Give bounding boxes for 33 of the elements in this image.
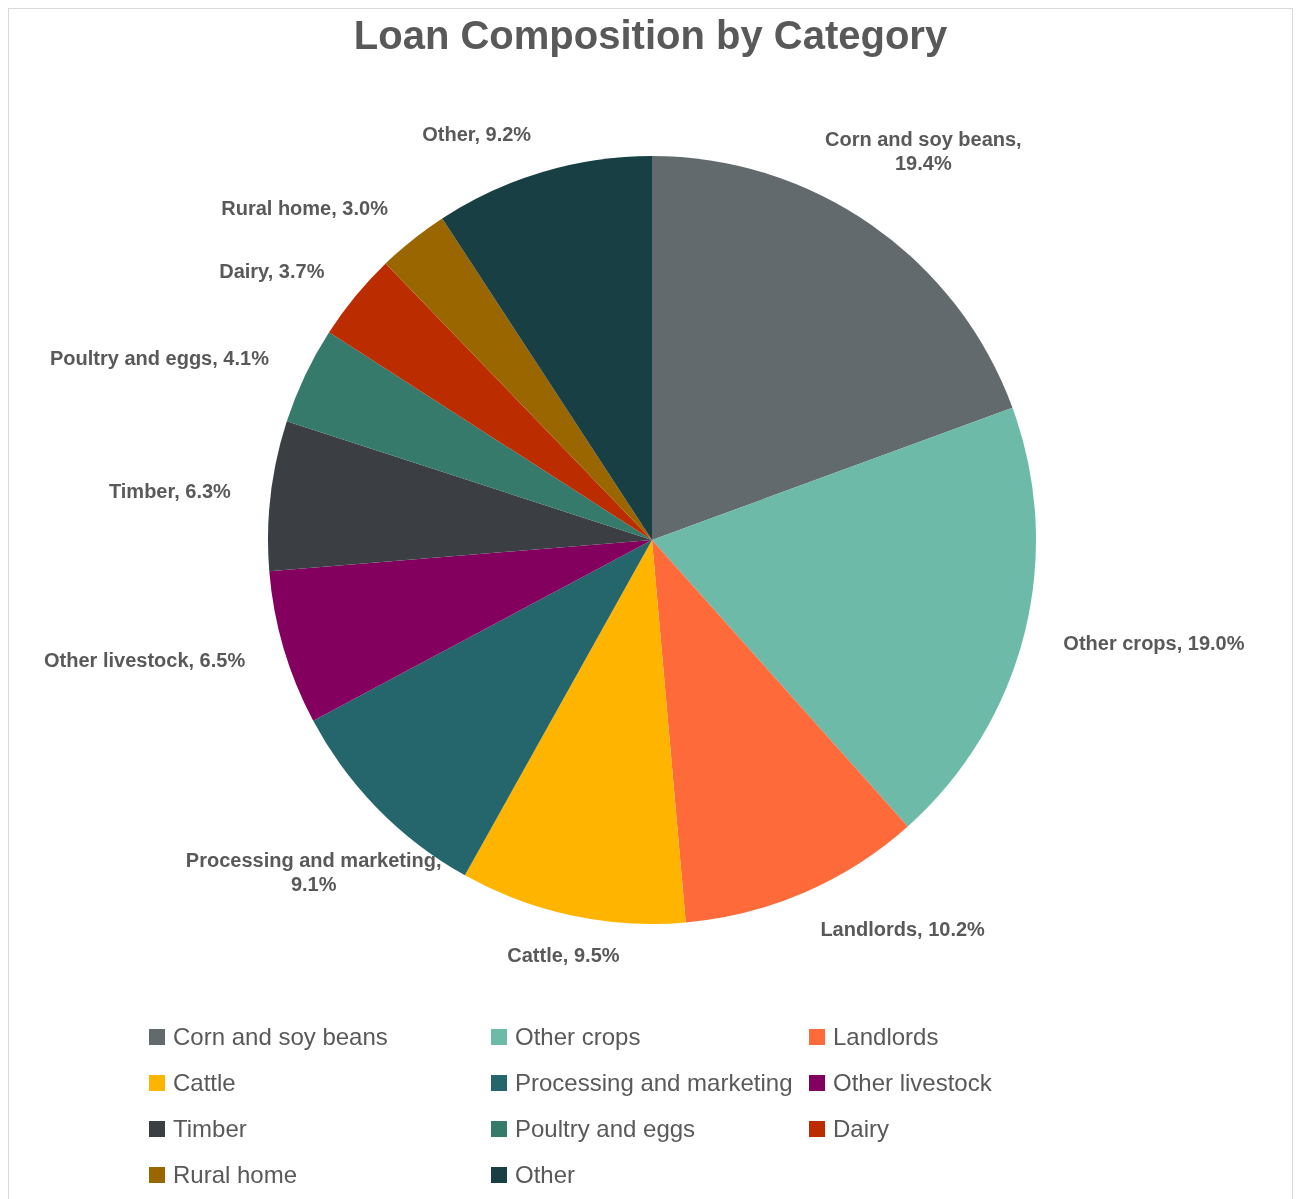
pie-slice <box>442 156 652 540</box>
legend-label: Processing and marketing <box>515 1069 793 1097</box>
data-label: Other livestock, 6.5% <box>44 648 246 671</box>
data-label: Corn and soy beans, 19.4% <box>824 128 1022 175</box>
legend-label: Other crops <box>515 1023 641 1051</box>
data-label: Processing and marketing, 9.1% <box>185 848 442 895</box>
pie-slice <box>464 540 686 924</box>
legend-label: Dairy <box>833 1115 890 1143</box>
pie-slice <box>268 421 652 572</box>
pie-slice <box>269 540 652 721</box>
legend-label: Landlords <box>833 1023 939 1051</box>
data-label: Poultry and eggs, 4.1% <box>49 347 270 370</box>
legend-label: Corn and soy beans <box>173 1023 388 1051</box>
pie-slice <box>652 540 908 923</box>
pie-slice <box>652 407 1036 827</box>
data-label: Cattle, 9.5% <box>507 943 620 966</box>
pie-slice <box>652 156 1013 540</box>
data-label: Dairy, 3.7% <box>219 259 325 282</box>
legend-label: Poultry and eggs <box>515 1115 696 1143</box>
legend-label: Timber <box>173 1115 247 1143</box>
legend-label: Cattle <box>173 1069 236 1097</box>
legend-label: Other <box>515 1161 576 1189</box>
pie-slice <box>385 218 652 540</box>
pie-slice <box>329 263 652 540</box>
legend-label: Other livestock <box>833 1069 992 1097</box>
data-label: Rural home, 3.0% <box>221 197 389 220</box>
data-label: Landlords, 10.2% <box>820 918 986 941</box>
pie-slice <box>286 332 652 540</box>
legend-label: Rural home <box>173 1161 298 1189</box>
data-label: Other, 9.2% <box>422 122 532 145</box>
chart-title: Loan Composition by Category <box>352 13 949 58</box>
data-label: Timber, 6.3% <box>108 479 232 502</box>
data-label: Other crops, 19.0% <box>1063 631 1245 654</box>
